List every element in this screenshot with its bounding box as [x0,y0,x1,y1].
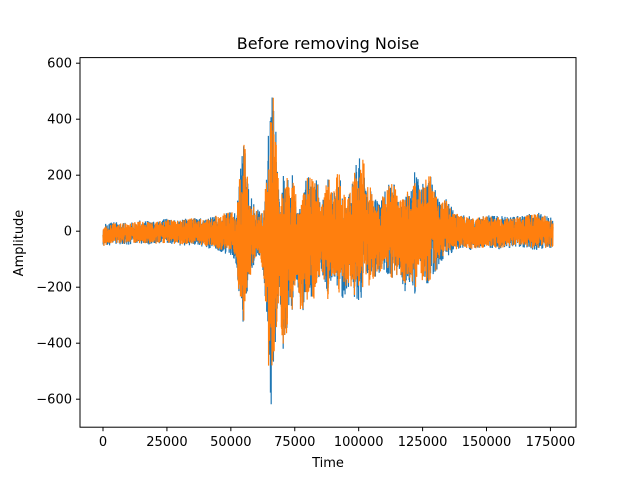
y-tick-label: 600 [47,57,72,72]
x-tick-label: 100000 [334,435,384,450]
x-tick-label: 75000 [274,435,315,450]
x-tick-label: 25000 [146,435,187,450]
x-tick-label: 125000 [398,435,448,450]
x-tick-label: 175000 [526,435,576,450]
x-tick-label: 50000 [210,435,251,450]
y-tick-label: 400 [47,113,72,128]
plot-frame [79,57,577,428]
x-tick-label: 150000 [462,435,512,450]
y-tick-label: 0 [64,225,72,240]
series-layer [102,97,554,405]
y-axis-title: Amplitude [12,210,27,277]
x-tick-label: 0 [99,435,107,450]
y-axis: 600 400 200 0 −200 −400 −600 [36,57,80,408]
y-tick-label: −600 [36,393,72,408]
series-line-2 [102,97,554,366]
y-tick-label: −400 [36,337,72,352]
y-tick-label: 200 [47,169,72,184]
x-axis-title: Time [311,456,344,471]
x-axis: 0 25000 50000 75000 100000 125000 150000 175000 [99,427,575,450]
y-tick-label: −200 [36,281,72,296]
chart-title: Before removing Noise [237,34,420,53]
